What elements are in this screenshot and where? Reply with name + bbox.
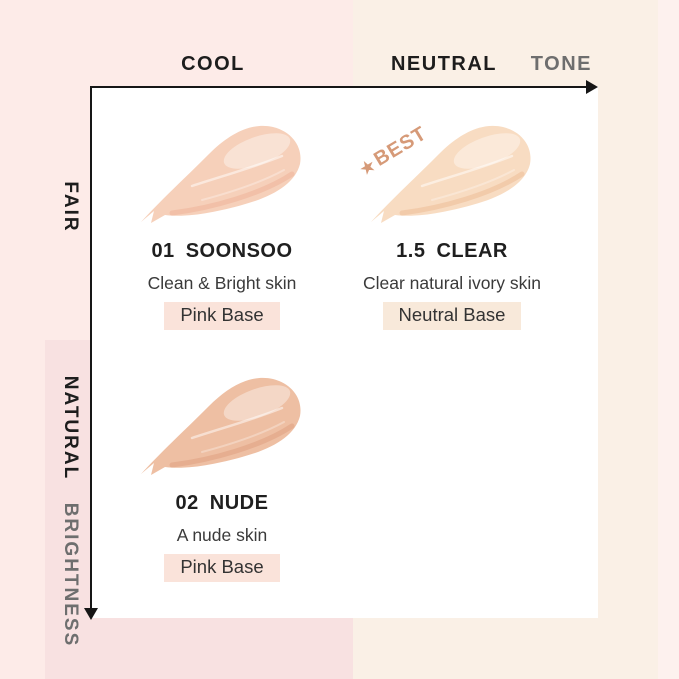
- shade-name: SOONSOO: [185, 240, 293, 262]
- brightness-axis-line: [90, 86, 92, 610]
- shade-title: 1.5 CLEAR: [396, 240, 508, 263]
- tick-natural: NATURAL: [60, 375, 81, 481]
- base-badge: Neutral Base: [382, 302, 522, 330]
- tick-cool: COOL: [181, 53, 245, 75]
- shade-number: 01: [151, 240, 175, 262]
- shade-name: NUDE: [209, 492, 269, 514]
- cream-smear-graphic: [371, 125, 531, 223]
- base-badge: Pink Base: [164, 554, 280, 582]
- shade-title: 01 SOONSOO: [151, 240, 292, 263]
- shade-title: 02 NUDE: [176, 492, 269, 515]
- product-card-clear: ★BEST 1.5 CLEAR Clear natural ivory skin …: [340, 116, 564, 330]
- tone-axis-title: TONE: [530, 53, 592, 75]
- swatch-image-soonsoo: [132, 116, 312, 234]
- tone-axis-arrow-icon: [586, 80, 598, 94]
- cream-smear-graphic: [141, 377, 301, 475]
- bg-right-strip: [658, 0, 679, 679]
- brightness-axis-arrow-icon: [84, 608, 98, 620]
- product-card-soonsoo: 01 SOONSOO Clean & Bright skin Pink Base: [110, 116, 334, 330]
- shade-name: CLEAR: [436, 240, 508, 262]
- shade-description: Clean & Bright skin: [147, 273, 297, 293]
- shade-description: Clear natural ivory skin: [363, 273, 541, 293]
- brightness-axis-title: BRIGHTNESS: [60, 502, 81, 648]
- tick-neutral: NEUTRAL: [390, 53, 498, 75]
- shade-number: 1.5: [396, 240, 426, 262]
- shade-number: 02: [175, 492, 199, 514]
- base-badge: Pink Base: [164, 302, 280, 330]
- shade-description: A nude skin: [176, 525, 268, 545]
- product-card-nude: 02 NUDE A nude skin Pink Base: [110, 368, 334, 582]
- swatch-image-nude: [132, 368, 312, 486]
- tone-axis-line: [90, 86, 588, 88]
- cream-smear-graphic: [141, 125, 301, 223]
- swatch-image-clear: [362, 116, 542, 234]
- tick-fair: FAIR: [60, 181, 81, 233]
